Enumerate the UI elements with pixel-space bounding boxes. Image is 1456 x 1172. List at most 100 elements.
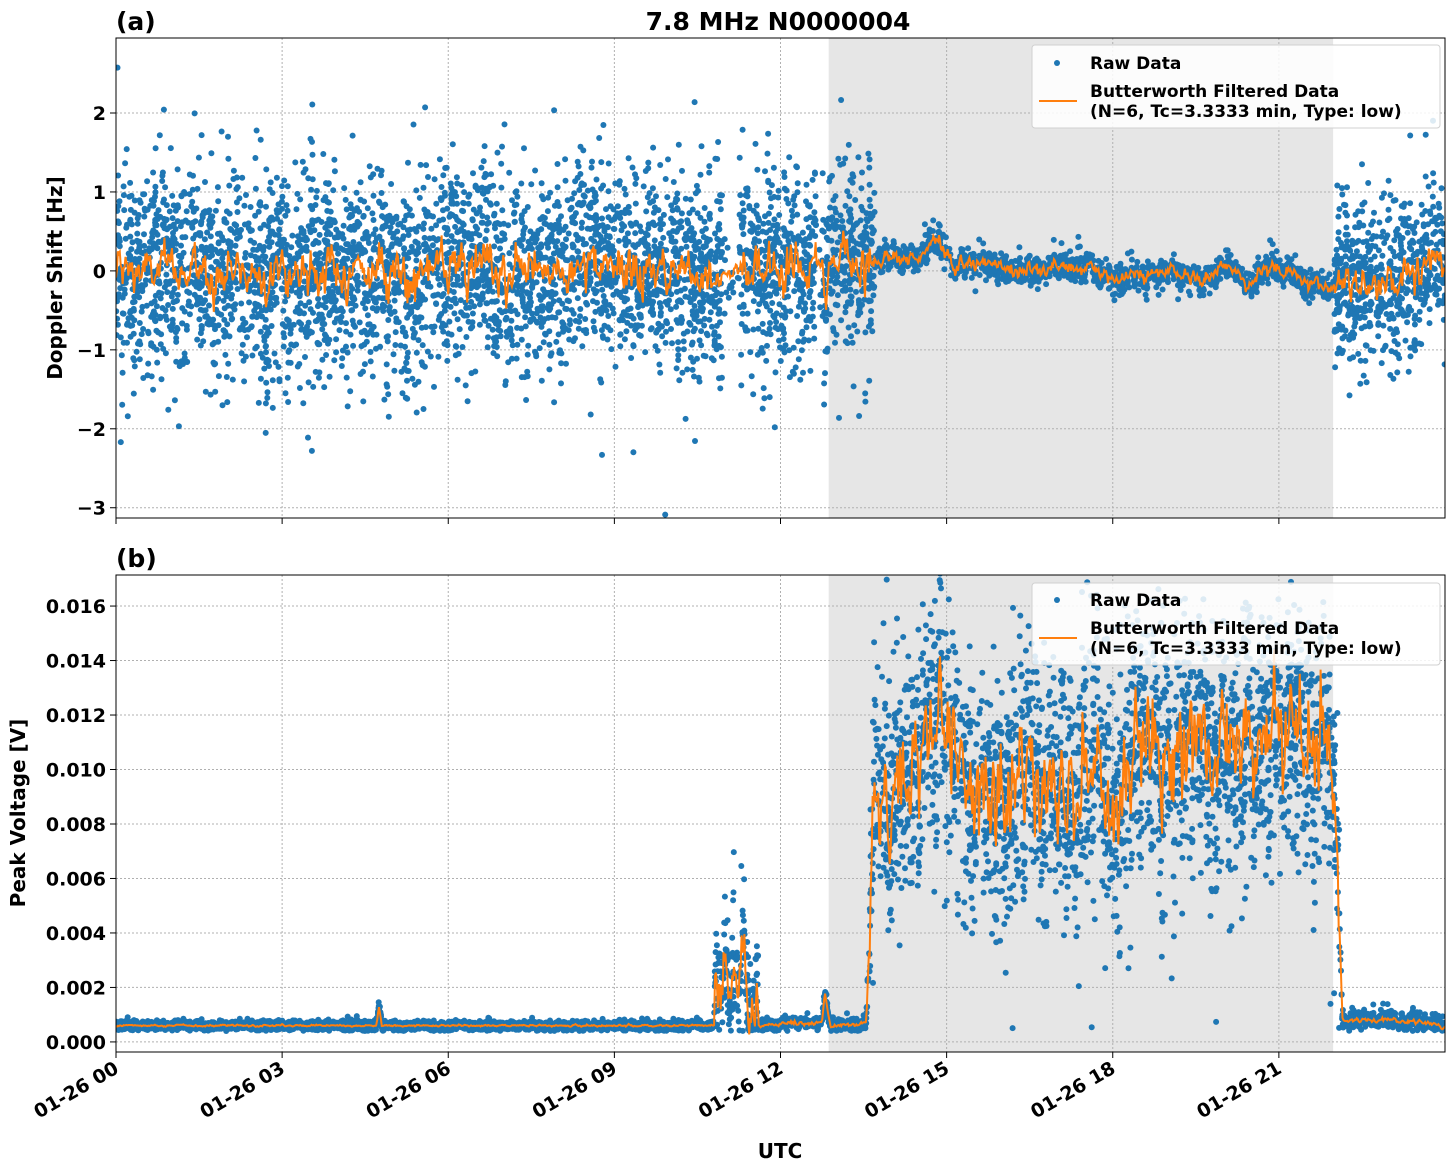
raw-point [296, 361, 303, 367]
raw-point [244, 334, 250, 341]
raw-point [391, 297, 398, 304]
raw-point [234, 286, 241, 292]
raw-point [607, 279, 614, 285]
raw-point [121, 290, 128, 297]
raw-point [420, 184, 427, 191]
raw-point [866, 275, 873, 282]
raw-point [595, 242, 602, 249]
raw-point [580, 192, 587, 199]
raw-point [578, 180, 585, 187]
raw-point [449, 141, 456, 148]
raw-point [578, 202, 585, 209]
raw-point [599, 215, 605, 222]
raw-point [162, 184, 169, 191]
raw-point [766, 325, 773, 332]
raw-point [135, 340, 141, 347]
raw-point [562, 243, 569, 250]
raw-point [201, 236, 208, 243]
raw-point [413, 409, 420, 416]
raw-point [416, 194, 423, 201]
raw-point [537, 296, 544, 303]
raw-point [839, 218, 846, 224]
raw-point [688, 289, 695, 296]
raw-point [545, 239, 552, 246]
raw-point [416, 244, 422, 251]
raw-point [806, 294, 813, 301]
raw-point [491, 317, 498, 324]
raw-point [395, 319, 402, 326]
raw-point [795, 303, 802, 310]
raw-point [791, 288, 798, 295]
raw-point [459, 220, 466, 227]
raw-point [508, 317, 515, 324]
raw-point [605, 240, 612, 246]
raw-point [544, 208, 551, 215]
raw-point [335, 289, 342, 296]
raw-point [772, 369, 779, 376]
raw-point [673, 365, 680, 372]
raw-point [413, 257, 420, 264]
raw-point [435, 353, 442, 360]
raw-point [230, 303, 237, 310]
raw-point [155, 279, 162, 286]
raw-point [511, 209, 518, 216]
raw-point [337, 245, 344, 252]
raw-point [233, 279, 239, 286]
raw-point [829, 288, 836, 295]
raw-point [701, 205, 708, 211]
raw-point [832, 209, 839, 216]
raw-point [225, 360, 232, 367]
raw-point [832, 193, 839, 200]
raw-point [189, 198, 196, 205]
raw-point [267, 179, 274, 186]
raw-point [184, 288, 191, 295]
raw-point [390, 351, 397, 358]
raw-point [514, 266, 521, 272]
raw-point [605, 313, 612, 319]
raw-point [241, 202, 248, 209]
raw-point [264, 270, 271, 277]
raw-point [691, 99, 698, 106]
raw-point [1012, 257, 1019, 264]
raw-point [707, 309, 714, 316]
raw-point [546, 341, 553, 348]
raw-point [294, 233, 301, 240]
raw-point [445, 238, 452, 245]
raw-point [239, 282, 246, 288]
raw-point [506, 169, 513, 176]
raw-point [567, 206, 574, 213]
raw-point [754, 166, 761, 173]
raw-point [180, 249, 187, 256]
raw-point [698, 342, 705, 349]
raw-point [842, 287, 849, 294]
raw-point [448, 331, 455, 338]
raw-point [289, 232, 296, 239]
raw-point [264, 394, 271, 401]
raw-point [281, 177, 288, 184]
panel-b-label: (b) [116, 544, 157, 573]
raw-point [196, 279, 203, 286]
raw-point [1255, 254, 1262, 261]
raw-point [239, 341, 246, 348]
raw-point [443, 251, 450, 258]
raw-point [588, 235, 595, 242]
raw-point [430, 235, 437, 241]
raw-point [593, 215, 600, 222]
raw-point [1284, 254, 1291, 261]
raw-point [299, 158, 306, 165]
raw-point [509, 197, 515, 204]
raw-point [532, 351, 539, 357]
raw-point [523, 397, 530, 403]
raw-point [759, 320, 766, 327]
raw-point [621, 298, 628, 305]
raw-point [486, 184, 493, 190]
raw-point [583, 299, 590, 306]
raw-point [841, 278, 848, 285]
raw-point [329, 289, 336, 295]
raw-point [569, 195, 575, 202]
raw-point [687, 196, 694, 203]
raw-point [300, 169, 307, 176]
raw-point [481, 174, 488, 181]
raw-point [608, 346, 615, 353]
raw-point [469, 231, 476, 238]
